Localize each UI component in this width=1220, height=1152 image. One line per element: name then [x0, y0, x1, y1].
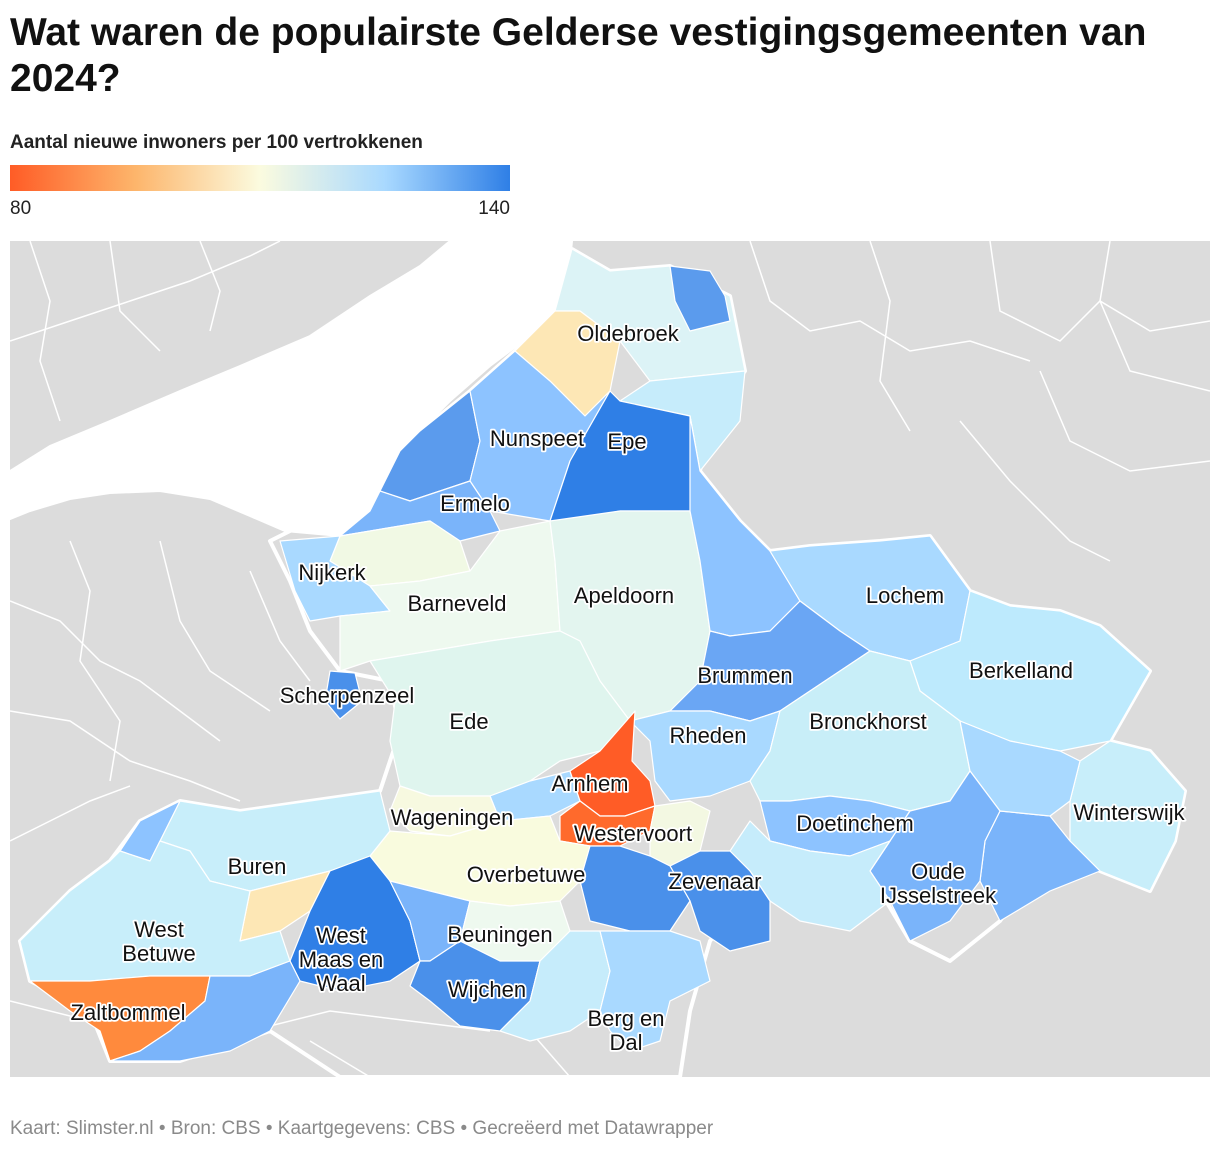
label-apeldoorn: Apeldoorn: [574, 583, 674, 608]
neighbour-borders: [10, 241, 1210, 1077]
label-ermelo: Ermelo: [440, 491, 510, 516]
legend-max-label: 140: [478, 198, 510, 219]
choropleth-map: Oldebroek Nunspeet Epe Ermelo Nijkerk Ba…: [10, 241, 1210, 1077]
region-ermelo[interactable]: [339, 480, 501, 542]
label-buren: Buren: [228, 854, 287, 879]
label-oldebroek: Oldebroek: [577, 321, 680, 346]
municipality-labels: Oldebroek Nunspeet Epe Ermelo Nijkerk Ba…: [69, 319, 1188, 1057]
label-winterswijk: Winterswijk: [1073, 800, 1185, 825]
region-maasdriel[interactable]: [109, 960, 301, 1062]
region-berg-en-dal[interactable]: [599, 930, 711, 1052]
label-scherpenzeel: Scherpenzeel: [280, 683, 415, 708]
legend-color-bar: [10, 165, 510, 191]
label-nijkerk: Nijkerk: [298, 560, 366, 585]
label-arnhem: Arnhem: [551, 771, 628, 796]
label-berg-en-dal: Berg en Dal: [587, 1006, 664, 1055]
label-westervoort: Westervoort: [574, 821, 692, 846]
map-footer-credits: Kaart: Slimster.nl • Bron: CBS • Kaartge…: [10, 1118, 714, 1139]
label-wijchen: Wijchen: [448, 977, 526, 1002]
region-hattem[interactable]: [669, 265, 731, 332]
label-rheden: Rheden: [669, 723, 746, 748]
label-bronckhorst: Bronckhorst: [809, 709, 926, 734]
label-oude-ijsselstreek: Oude IJsselstreek: [880, 859, 997, 908]
label-doetinchem: Doetinchem: [796, 811, 913, 836]
label-brummen: Brummen: [697, 663, 792, 688]
label-lochem: Lochem: [866, 583, 944, 608]
label-zaltbommel: Zaltbommel: [71, 1000, 186, 1025]
water-ijsselmeer: [10, 241, 574, 538]
label-west-maas-en-waal: West Maas en Waal: [299, 923, 383, 996]
region-scherpenzeel[interactable]: [324, 670, 363, 720]
municipalities: [19, 248, 1186, 1062]
region-zevenaar[interactable]: [669, 850, 771, 952]
label-beuningen: Beuningen: [447, 922, 552, 947]
label-west-betuwe: West Betuwe: [122, 917, 195, 966]
legend-min-label: 80: [10, 198, 32, 219]
label-ede: Ede: [449, 709, 488, 734]
label-overbetuwe: Overbetuwe: [467, 862, 586, 887]
label-barneveld: Barneveld: [407, 591, 506, 616]
label-nunspeet: Nunspeet: [490, 426, 584, 451]
legend-title: Aantal nieuwe inwoners per 100 vertrokke…: [10, 132, 423, 153]
label-zevenaar: Zevenaar: [669, 869, 762, 894]
region-ede[interactable]: [369, 630, 631, 797]
label-berkelland: Berkelland: [969, 658, 1073, 683]
region-nijmegen[interactable]: [499, 930, 611, 1042]
label-epe: Epe: [607, 429, 646, 454]
label-wageningen: Wageningen: [391, 805, 514, 830]
region-lingewaard[interactable]: [579, 845, 691, 932]
map-title: Wat waren de populairste Gelderse vestig…: [10, 11, 1147, 100]
